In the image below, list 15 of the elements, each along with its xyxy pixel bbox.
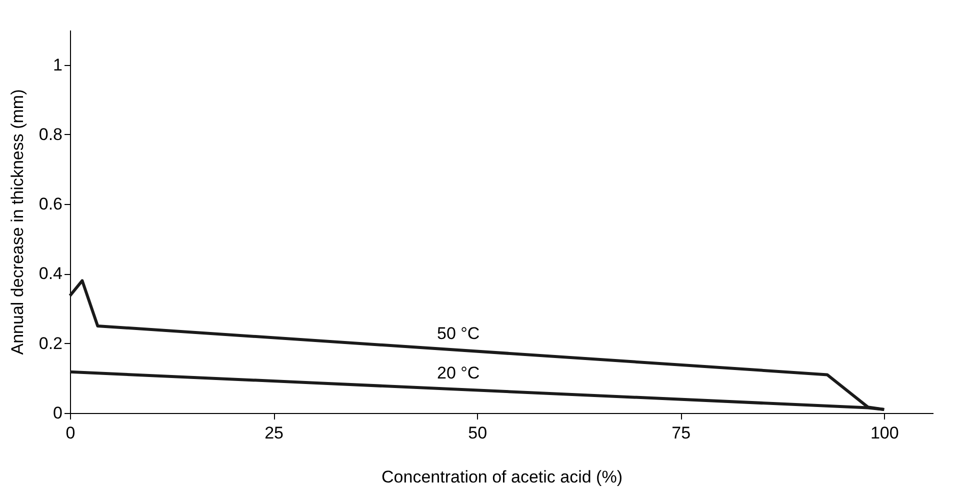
x-tick-label: 0 <box>66 424 76 442</box>
x-tick-label: 25 <box>264 424 284 442</box>
y-tick-label: 0.6 <box>38 194 62 214</box>
x-tick-label: 50 <box>468 424 488 442</box>
y-tick-label: 0.2 <box>38 334 62 353</box>
y-tick-label: 0.8 <box>38 124 62 144</box>
y-tick-label: 0 <box>53 404 62 422</box>
series-label: 20 °C <box>436 363 480 382</box>
y-axis-title: Annual decrease in thickness (mm) <box>8 89 27 355</box>
y-tick-label: 0.4 <box>38 264 62 284</box>
y-tick-label: 1 <box>53 55 62 74</box>
series-label: 50 °C <box>436 324 480 344</box>
x-axis-title: Concentration of acetic acid (%) <box>382 468 622 486</box>
x-tick-label: 75 <box>672 424 691 442</box>
x-tick-label: 100 <box>870 424 899 442</box>
